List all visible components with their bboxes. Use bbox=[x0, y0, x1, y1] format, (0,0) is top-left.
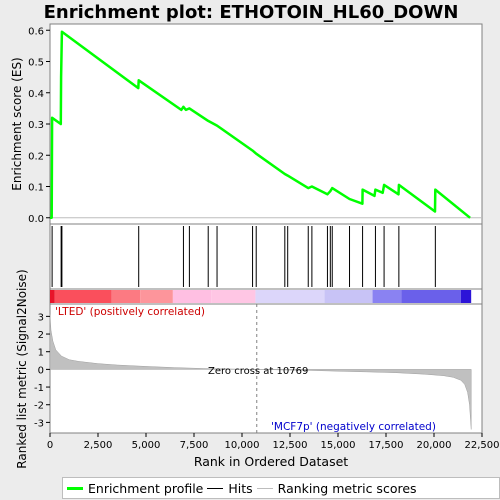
x-tick-label: 20,000 bbox=[417, 440, 452, 451]
heatmap-segment bbox=[460, 290, 472, 303]
metric-y-axis-ticks: -3 -2 -1 0 1 2 3 bbox=[34, 312, 50, 429]
heatmap-segment bbox=[172, 290, 212, 303]
x-axis-label: Rank in Ordered Dataset bbox=[194, 454, 348, 469]
metric-y-tick-label: -1 bbox=[34, 383, 44, 394]
metric-y-axis-label: Ranked list metric (Signal2Noise) bbox=[15, 269, 29, 468]
metric-panel: -3 -2 -1 0 1 2 3 'LTED' (positively correlated… bbox=[15, 269, 483, 469]
heatmap-segment bbox=[324, 290, 373, 303]
zero-cross-annotation: Zero cross at 10769 bbox=[208, 366, 308, 377]
heatmap-segment bbox=[401, 290, 461, 303]
green-line-icon bbox=[67, 486, 83, 490]
metric-y-tick-label: -3 bbox=[34, 418, 44, 429]
legend-label: Enrichment profile bbox=[88, 480, 204, 496]
ranking-metric-area bbox=[49, 314, 472, 430]
positive-correlation-label: 'LTED' (positively correlated) bbox=[55, 306, 205, 318]
metric-y-tick-label: 2 bbox=[38, 330, 44, 341]
metric-y-tick-label: -2 bbox=[34, 401, 44, 412]
hits-panel bbox=[49, 223, 483, 290]
x-tick-label: 17,500 bbox=[369, 440, 404, 451]
chart-title: Enrichment plot: ETHOTOIN_HL60_DOWN bbox=[44, 2, 459, 23]
es-plot-area bbox=[49, 23, 483, 225]
black-line-icon bbox=[207, 487, 224, 489]
es-y-tick-label: 0.3 bbox=[28, 120, 44, 131]
metric-y-tick-label: 0 bbox=[38, 365, 44, 376]
heatmap-segment bbox=[140, 290, 173, 303]
es-y-axis-ticks: 0.0 0.1 0.2 0.3 0.4 0.5 0.6 bbox=[28, 26, 50, 225]
rank-heatmap-bar bbox=[50, 290, 472, 303]
x-tick-label: 0 bbox=[47, 440, 53, 451]
x-tick-label: 2,500 bbox=[84, 440, 113, 451]
legend-item-enrichment-profile: Enrichment profile bbox=[67, 481, 203, 496]
es-y-tick-label: 0.0 bbox=[28, 214, 44, 225]
legend-item-hits: Hits bbox=[207, 480, 253, 496]
es-y-tick-label: 0.1 bbox=[28, 183, 44, 194]
heatmap-segment bbox=[50, 290, 55, 303]
x-tick-label: 5,000 bbox=[132, 440, 161, 451]
gray-line-icon bbox=[256, 487, 273, 489]
hit-lines bbox=[51, 226, 436, 287]
es-y-tick-label: 0.4 bbox=[28, 89, 44, 100]
hits-plot-area bbox=[49, 223, 483, 290]
es-y-tick-label: 0.2 bbox=[28, 151, 44, 162]
enrichment-profile-line bbox=[50, 30, 471, 220]
es-y-axis-label: Enrichment score (ES) bbox=[10, 57, 24, 190]
x-tick-label: 7,500 bbox=[180, 440, 209, 451]
legend-label: Hits bbox=[228, 480, 253, 496]
es-y-tick-label: 0.6 bbox=[28, 26, 44, 37]
es-y-tick-label: 0.5 bbox=[28, 58, 44, 69]
x-tick-label: 15,000 bbox=[321, 440, 356, 451]
metric-y-tick-label: 1 bbox=[38, 348, 44, 359]
heatmap-segment bbox=[211, 290, 256, 303]
metric-y-tick-label: 3 bbox=[38, 312, 44, 323]
x-tick-label: 22,500 bbox=[465, 440, 500, 451]
x-tick-label: 12,500 bbox=[273, 440, 308, 451]
heatmap-segment bbox=[111, 290, 141, 303]
legend: Enrichment profile Hits Ranking metric s… bbox=[62, 477, 500, 499]
legend-label: Ranking metric scores bbox=[277, 480, 417, 496]
heatmap-segment bbox=[54, 290, 112, 303]
negative-correlation-label: 'MCF7p' (negatively correlated) bbox=[271, 421, 436, 433]
heatmap-segment bbox=[372, 290, 402, 303]
es-panel: 0.0 0.1 0.2 0.3 0.4 0.5 0.6 Enrichment score (… bbox=[10, 23, 483, 225]
heatmap-segment bbox=[255, 290, 325, 303]
x-axis: 0 2,500 5,000 7,500 10,000 12,500 15,000 17,500… bbox=[47, 433, 500, 451]
x-tick-label: 10,000 bbox=[225, 440, 260, 451]
legend-item-ranking-metric: Ranking metric scores bbox=[256, 480, 417, 496]
heatmap-panel bbox=[49, 288, 483, 305]
